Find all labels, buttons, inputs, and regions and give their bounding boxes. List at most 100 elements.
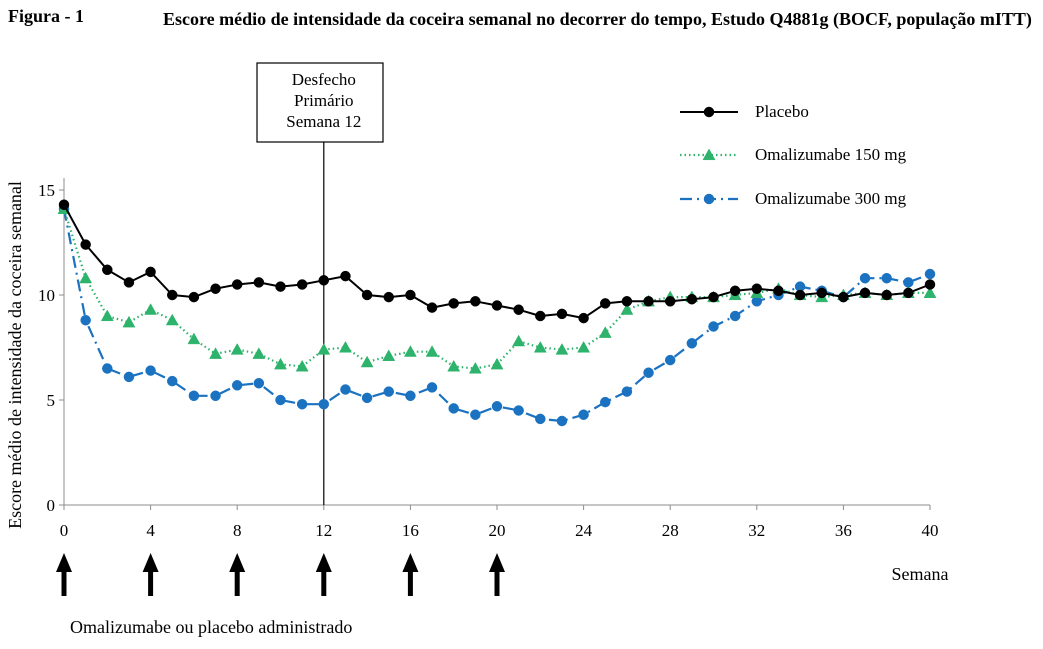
data-point	[751, 283, 763, 294]
legend-swatch-marker	[703, 193, 715, 205]
x-tick-label: 40	[922, 521, 939, 540]
data-point	[210, 283, 221, 294]
data-point	[555, 343, 569, 355]
data-point	[405, 289, 416, 301]
dosing-arrow-head	[489, 553, 505, 572]
legend-entry: Omalizumabe 150 mg	[680, 145, 907, 164]
data-point	[621, 296, 633, 307]
data-point	[231, 279, 243, 290]
x-tick-label: 0	[60, 521, 69, 540]
legend-label: Placebo	[755, 102, 809, 121]
data-point	[708, 321, 719, 332]
dosing-arrows	[56, 553, 505, 596]
x-tick-label: 4	[146, 521, 155, 540]
data-point	[230, 343, 244, 355]
data-point	[881, 289, 892, 301]
data-point	[794, 289, 806, 301]
data-point	[144, 303, 158, 315]
data-point	[102, 264, 113, 276]
data-point	[513, 304, 524, 315]
data-point	[79, 271, 93, 284]
series-omalizumabe-300-mg	[58, 203, 936, 427]
data-point	[729, 310, 741, 322]
dosing-arrow-head	[315, 553, 332, 572]
data-point	[145, 365, 156, 376]
data-point	[275, 281, 286, 292]
y-tick-label: 5	[47, 391, 56, 410]
data-point	[296, 398, 308, 410]
data-point	[535, 310, 546, 322]
x-tick-label: 16	[402, 521, 419, 540]
data-point	[600, 396, 611, 408]
series-line	[62, 208, 931, 423]
data-point	[708, 291, 719, 303]
data-point	[859, 272, 871, 284]
data-point	[210, 390, 221, 402]
data-point	[100, 309, 114, 322]
data-point	[122, 315, 136, 328]
data-point	[318, 398, 330, 410]
data-point	[578, 409, 589, 420]
data-point	[231, 380, 243, 391]
data-point	[340, 270, 351, 282]
annotation-line-1: Desfecho	[292, 70, 356, 89]
data-point	[533, 340, 547, 353]
data-point	[360, 355, 374, 368]
series-placebo	[58, 199, 936, 324]
dosing-arrow-shaft	[407, 570, 413, 596]
dosing-arrow-head	[142, 553, 159, 572]
data-point	[664, 354, 676, 366]
dosing-arrow-icon	[315, 553, 332, 596]
dosing-arrow-head	[56, 553, 72, 572]
data-point	[924, 279, 936, 290]
data-point	[275, 394, 286, 406]
data-point	[447, 359, 461, 372]
legend: Placebo Omalizumabe 150 mg Omalizumabe 300…	[680, 102, 907, 208]
data-point	[340, 384, 351, 395]
y-tick-label: 10	[38, 286, 55, 305]
dosing-arrow-shaft	[61, 570, 67, 596]
annotation-line-2: Primário	[294, 91, 354, 110]
axes: 0 5 10 15 0 4 8 12 16 20 24 28 32 36 40	[38, 178, 939, 540]
data-point	[383, 291, 394, 303]
data-point	[621, 386, 633, 397]
legend-entry: Placebo	[680, 102, 809, 121]
data-point	[339, 340, 352, 353]
data-point	[729, 285, 741, 297]
data-point	[556, 308, 568, 320]
data-point	[383, 386, 394, 397]
dosing-label: Omalizumabe ou placebo administrado	[70, 617, 352, 637]
dosing-arrow-icon	[402, 553, 419, 596]
data-point	[252, 347, 266, 359]
data-point	[620, 303, 634, 315]
data-point	[838, 291, 849, 303]
dosing-arrow-icon	[489, 553, 505, 596]
data-point	[187, 332, 201, 345]
data-point	[577, 340, 591, 353]
x-tick-label: 32	[748, 521, 765, 540]
x-tick-label: 20	[489, 521, 506, 540]
data-point	[123, 277, 135, 288]
legend-swatch-marker	[702, 148, 716, 161]
data-point	[468, 361, 482, 374]
data-point	[188, 291, 200, 303]
data-point	[556, 415, 568, 427]
data-point	[924, 268, 936, 280]
data-point	[598, 326, 612, 338]
x-tick-label: 28	[662, 521, 679, 540]
data-point	[686, 293, 698, 305]
data-point	[426, 382, 438, 393]
data-point	[859, 287, 871, 299]
data-point	[102, 363, 113, 374]
data-point	[253, 277, 265, 288]
y-axis-title: Escore médio de intensidade da coceira s…	[5, 181, 25, 529]
data-point	[491, 300, 503, 311]
data-point	[361, 392, 373, 404]
data-point	[403, 345, 417, 357]
data-point	[664, 296, 676, 307]
data-point	[295, 359, 309, 372]
data-point	[470, 409, 481, 420]
dosing-arrow-shaft	[234, 570, 240, 596]
data-point	[58, 199, 70, 210]
data-point	[317, 343, 331, 355]
